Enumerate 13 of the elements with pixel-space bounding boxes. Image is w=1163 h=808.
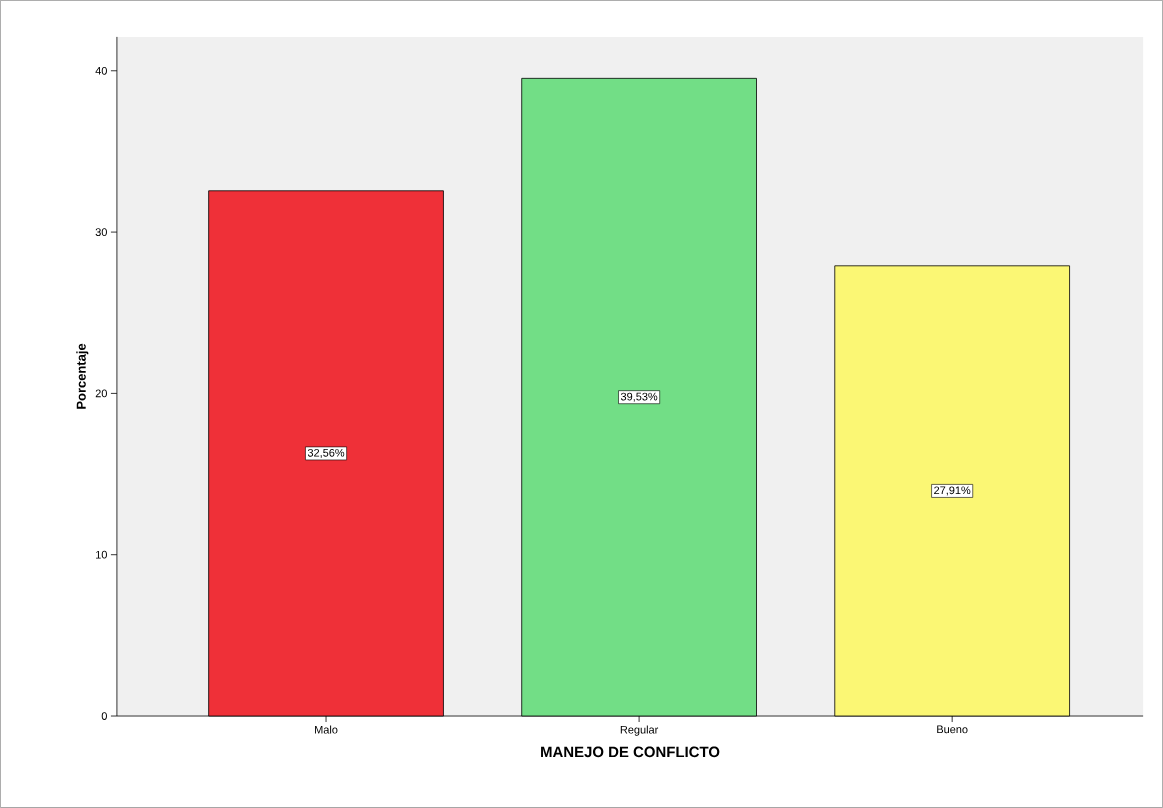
x-tick-label: Malo — [315, 725, 338, 734]
x-axis-title: MANEJO DE CONFLICTO — [541, 746, 720, 758]
data-label: 39,53% — [620, 392, 658, 402]
x-tick-label: Regular — [620, 725, 659, 736]
y-axis-title: Porcentaje — [76, 343, 89, 409]
x-tick-label: Bueno — [937, 725, 968, 734]
y-tick-label: 0 — [101, 712, 107, 720]
y-tick-label: 20 — [95, 389, 107, 398]
y-tick-label: 30 — [95, 228, 107, 236]
y-tick-label: 40 — [95, 66, 107, 75]
y-tick-label: 10 — [96, 550, 107, 559]
data-label: 32,56% — [307, 448, 345, 458]
data-label: 27,91% — [934, 486, 971, 496]
